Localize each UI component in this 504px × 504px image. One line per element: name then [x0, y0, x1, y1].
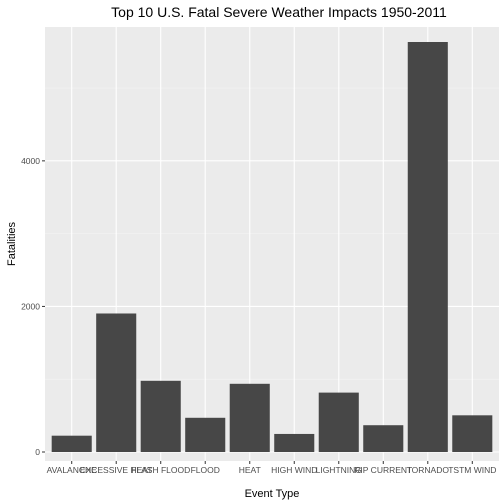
x-tick-label: HEAT [239, 465, 261, 475]
y-tick-label: 4000 [21, 156, 40, 166]
y-axis-title: Fatalities [6, 221, 18, 266]
bar-high-wind [274, 433, 315, 452]
x-tick-label: RIP CURRENT [354, 465, 412, 475]
bar-flash-flood [140, 380, 181, 452]
bar-lightning [318, 392, 359, 452]
bar-flood [185, 417, 226, 452]
x-tick-label: FLASH FLOOD [131, 465, 190, 475]
x-tick-label: TORNADO [407, 465, 450, 475]
bar-rip-current [363, 425, 404, 452]
chart-title: Top 10 U.S. Fatal Severe Weather Impacts… [111, 4, 447, 20]
bar-excessive-heat [96, 313, 137, 452]
x-tick-label: AVALANCHE [47, 465, 98, 475]
bars [51, 42, 493, 452]
x-axis-title: Event Type [245, 488, 300, 500]
bar-heat [229, 383, 270, 452]
y-tick-label: 0 [35, 447, 40, 457]
y-tick-label: 2000 [21, 301, 40, 311]
x-tick-label: HIGH WIND [271, 465, 317, 475]
bar-tornado [407, 42, 448, 452]
x-tick-label: EXCESSIVE HEAT [80, 465, 153, 475]
bar-avalanche [51, 435, 92, 452]
x-tick-label: LIGHTNING [316, 465, 362, 475]
y-axis: 0 2000 4000 [21, 156, 45, 457]
x-tick-label: TSTM WIND [448, 465, 496, 475]
bar-tstm-wind [452, 415, 493, 452]
x-tick-label: FLOOD [191, 465, 220, 475]
